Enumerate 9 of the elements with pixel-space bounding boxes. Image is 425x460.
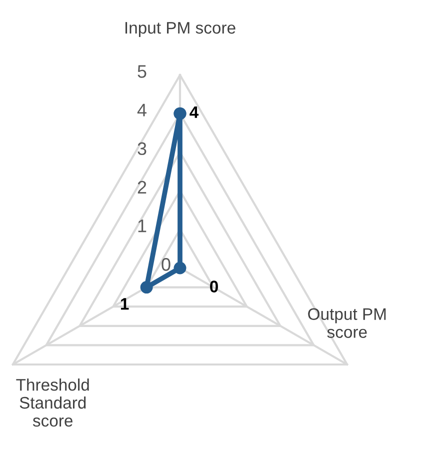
spoke-label: Input PM score bbox=[126, 22, 236, 37]
y-tick-label: 5 bbox=[138, 65, 146, 78]
spoke-label: Threshold Standard score bbox=[16, 378, 89, 427]
y-tick-label: 1 bbox=[138, 220, 146, 232]
y-tick-label: 3 bbox=[138, 142, 146, 156]
data-label: 0 bbox=[210, 280, 218, 292]
data-label: 1 bbox=[120, 298, 129, 310]
spoke-label: Output PM score bbox=[308, 308, 386, 338]
y-tick-label: 2 bbox=[138, 180, 146, 194]
